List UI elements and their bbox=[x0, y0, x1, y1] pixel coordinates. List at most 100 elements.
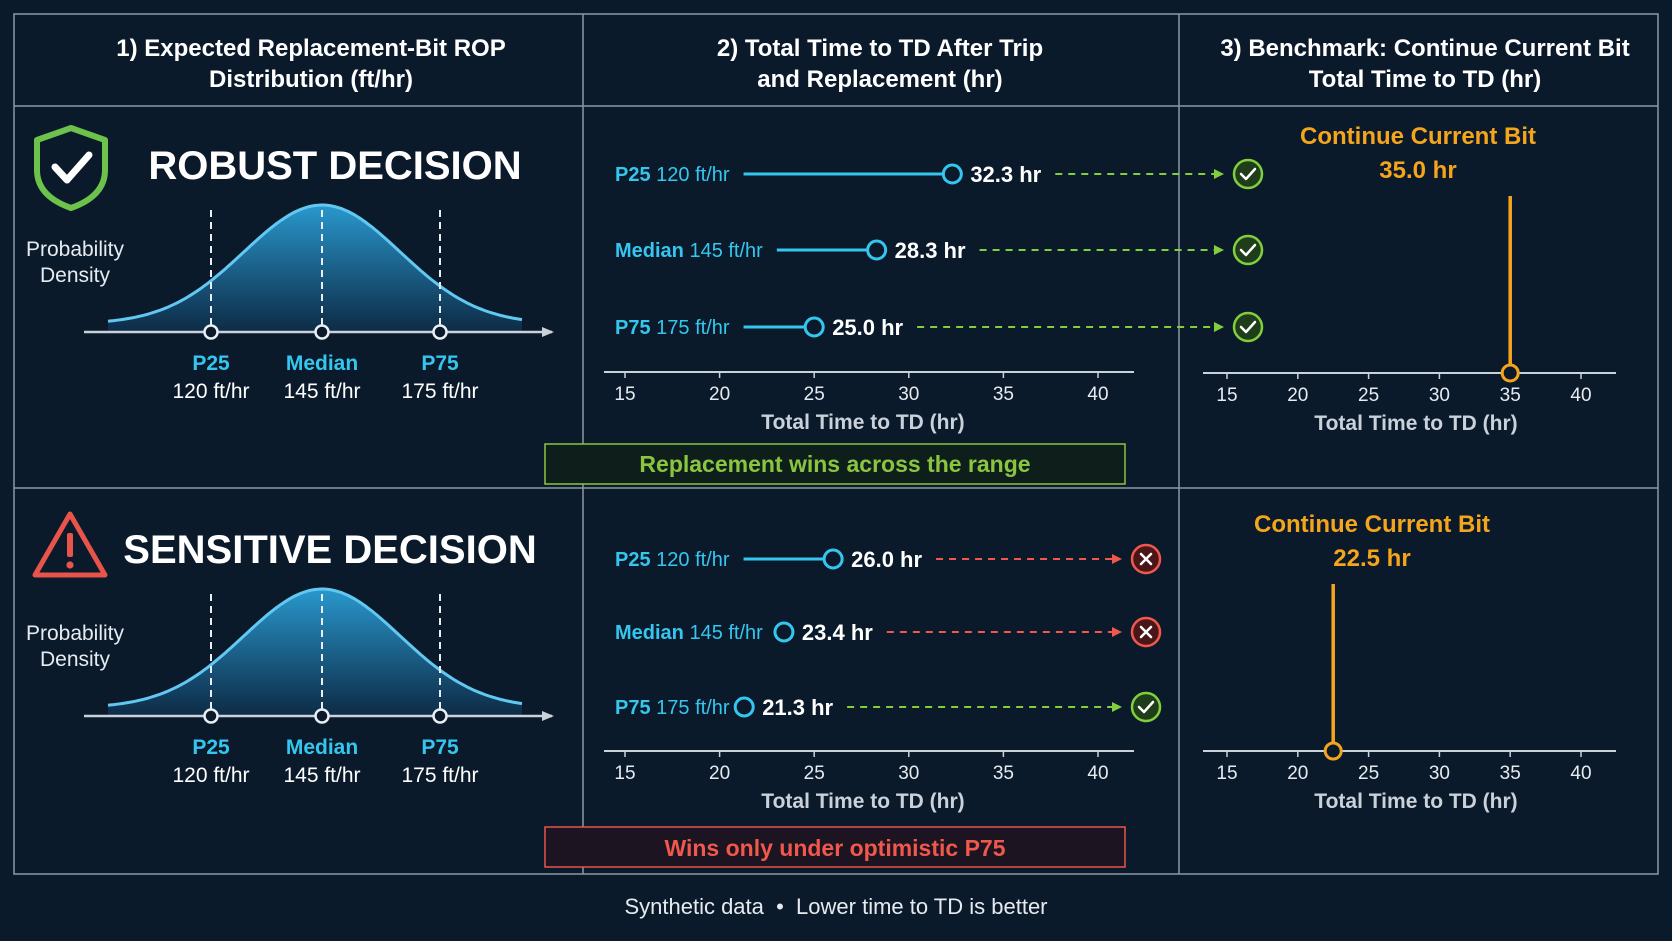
sensitive-ylabel-line1: Probability bbox=[26, 622, 125, 645]
robust-verdict-box: Replacement wins across the range bbox=[544, 443, 1126, 485]
robust-quantile-markers: P25 120 ft/hr Median 145 ft/hr P75 175 ft/hr bbox=[172, 210, 479, 403]
icon-ring bbox=[1232, 311, 1264, 343]
row-label-p25: P25 120 ft/hr bbox=[615, 164, 730, 186]
quantile-value-median: 145 ft/hr bbox=[283, 380, 360, 403]
quantile-dot-p75 bbox=[432, 708, 448, 724]
bench-point bbox=[1323, 741, 1343, 761]
robust-benchmark-panel: 15 20 25 30 35 40 Total Time to TD (hr) Continu… bbox=[1203, 123, 1616, 435]
quantile-label-p75: P75 bbox=[421, 352, 459, 375]
row-point-median bbox=[866, 239, 888, 261]
row-value-median: 28.3 hr bbox=[895, 238, 966, 263]
robust-title: ROBUST DECISION bbox=[148, 144, 521, 188]
time-axis-tick-label-15: 15 bbox=[614, 763, 635, 784]
bench-axis-tick-label-30: 30 bbox=[1429, 763, 1450, 784]
bench-axis-tick-label-25: 25 bbox=[1358, 763, 1379, 784]
shield-check-icon bbox=[34, 125, 108, 211]
icon-x bbox=[1139, 552, 1153, 566]
quantile-label-p75: P75 bbox=[421, 736, 459, 759]
row-label-median: Median 145 ft/hr bbox=[615, 622, 763, 644]
bench-value: 22.5 hr bbox=[1333, 545, 1410, 572]
check-circle-icon bbox=[1130, 691, 1162, 723]
row-point-median bbox=[773, 621, 795, 643]
quantile-dot-p25 bbox=[203, 324, 219, 340]
bench-axis-tick-label-20: 20 bbox=[1287, 385, 1308, 406]
bench-point bbox=[1500, 363, 1520, 383]
quantile-value-p25: 120 ft/hr bbox=[172, 764, 249, 787]
bench-axis-tick-label-30: 30 bbox=[1429, 385, 1450, 406]
robust-distribution-panel: ROBUST DECISION Probability Density P25 1… bbox=[26, 125, 554, 403]
row-label-p75: P75 175 ft/hr bbox=[615, 317, 730, 339]
quantile-label-median: Median bbox=[286, 736, 358, 759]
header-col3-line2: Total Time to TD (hr) bbox=[1309, 66, 1541, 93]
sensitive-benchmark-panel: 15 20 25 30 35 40 Total Time to TD (hr) Continu… bbox=[1203, 511, 1616, 813]
check-circle-icon bbox=[1232, 234, 1264, 266]
row-label-p25: P25 120 ft/hr bbox=[615, 549, 730, 571]
icon-check bbox=[1137, 700, 1155, 714]
sensitive-quantile-markers: P25 120 ft/hr Median 145 ft/hr P75 175 ft/hr bbox=[172, 594, 479, 787]
bench-axis-tick-label-35: 35 bbox=[1500, 385, 1521, 406]
bench-label: Continue Current Bit bbox=[1300, 123, 1536, 150]
header-col1-line2: Distribution (ft/hr) bbox=[209, 66, 413, 93]
bench-axis-title: Total Time to TD (hr) bbox=[1314, 790, 1517, 813]
robust-ylabel-line2: Density bbox=[40, 264, 111, 287]
quantile-label-median: Median bbox=[286, 352, 358, 375]
bench-axis-tick-label-15: 15 bbox=[1216, 763, 1237, 784]
icon-x bbox=[1139, 625, 1153, 639]
x-circle-icon bbox=[1130, 543, 1162, 575]
quantile-value-p75: 175 ft/hr bbox=[401, 380, 478, 403]
robust-time-panel: 15 20 25 30 35 40 Total Time to TD (hr) P25 120… bbox=[604, 158, 1264, 434]
header-col2-line1: 2) Total Time to TD After Trip bbox=[717, 35, 1043, 62]
icon-ring bbox=[1232, 234, 1264, 266]
header-col3-line1: 3) Benchmark: Continue Current Bit bbox=[1220, 35, 1629, 62]
time-axis-tick-label-40: 40 bbox=[1087, 763, 1108, 784]
robust-verdict-text: Replacement wins across the range bbox=[639, 451, 1030, 477]
time-axis-tick-label-35: 35 bbox=[993, 384, 1014, 405]
row-value-p75: 25.0 hr bbox=[832, 315, 903, 340]
time-axis-tick-label-25: 25 bbox=[804, 763, 825, 784]
row-point-p75 bbox=[733, 696, 755, 718]
icon-ring bbox=[1232, 158, 1264, 190]
time-axis-title: Total Time to TD (hr) bbox=[761, 790, 964, 813]
quantile-dot-p75 bbox=[432, 324, 448, 340]
quantile-dot-median bbox=[314, 708, 330, 724]
quantile-value-median: 145 ft/hr bbox=[283, 764, 360, 787]
quantile-dot-median bbox=[314, 324, 330, 340]
quantile-label-p25: P25 bbox=[192, 352, 230, 375]
sensitive-time-panel: 15 20 25 30 35 40 Total Time to TD (hr) P25 120… bbox=[604, 543, 1162, 813]
sensitive-verdict-box: Wins only under optimistic P75 bbox=[544, 826, 1126, 868]
bench-axis-tick-label-25: 25 bbox=[1358, 385, 1379, 406]
icon-check bbox=[1239, 167, 1257, 181]
warning-triangle-icon bbox=[32, 511, 108, 578]
check-circle-icon bbox=[1232, 158, 1264, 190]
x-circle-icon bbox=[1130, 616, 1162, 648]
robust-ylabel-line1: Probability bbox=[26, 238, 125, 261]
bell-outline bbox=[107, 203, 523, 323]
row-point-p25 bbox=[941, 163, 963, 185]
icon-ring bbox=[1130, 691, 1162, 723]
time-axis-tick-label-15: 15 bbox=[614, 384, 635, 405]
row-point-p75 bbox=[803, 316, 825, 338]
bench-axis-title: Total Time to TD (hr) bbox=[1314, 412, 1517, 435]
time-axis-tick-label-20: 20 bbox=[709, 384, 730, 405]
time-axis-tick-label-35: 35 bbox=[993, 763, 1014, 784]
row-label-median: Median 145 ft/hr bbox=[615, 240, 763, 262]
icon-check bbox=[1239, 320, 1257, 334]
bench-value: 35.0 hr bbox=[1379, 157, 1456, 184]
time-axis-tick-label-25: 25 bbox=[804, 384, 825, 405]
grid-frame bbox=[13, 13, 1659, 875]
bench-label: Continue Current Bit bbox=[1254, 511, 1490, 538]
sensitive-verdict-text: Wins only under optimistic P75 bbox=[664, 835, 1005, 861]
row-label-p75: P75 175 ft/hr bbox=[615, 697, 730, 719]
quantile-value-p75: 175 ft/hr bbox=[401, 764, 478, 787]
header-col2-line2: and Replacement (hr) bbox=[757, 66, 1002, 93]
time-axis-tick-label-40: 40 bbox=[1087, 384, 1108, 405]
sensitive-title: SENSITIVE DECISION bbox=[123, 528, 536, 572]
quantile-value-p25: 120 ft/hr bbox=[172, 380, 249, 403]
header-col1-line1: 1) Expected Replacement-Bit ROP bbox=[116, 35, 505, 62]
bench-axis-tick-label-35: 35 bbox=[1500, 763, 1521, 784]
bench-axis-tick-label-15: 15 bbox=[1216, 385, 1237, 406]
sensitive-ylabel-line2: Density bbox=[40, 648, 111, 671]
time-axis-tick-label-30: 30 bbox=[898, 763, 919, 784]
time-axis-title: Total Time to TD (hr) bbox=[761, 411, 964, 434]
